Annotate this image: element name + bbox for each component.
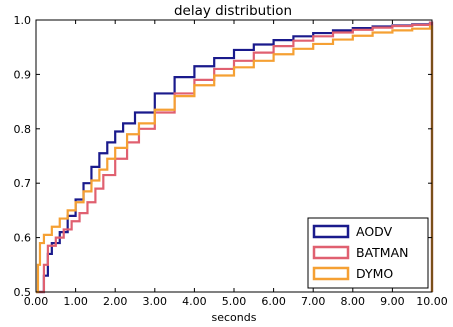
- x-tick-label: 4.00: [182, 295, 207, 308]
- y-tick-label: 0.5: [14, 286, 32, 299]
- legend-swatch-aodv: [312, 224, 350, 239]
- x-tick-label: 6.00: [261, 295, 286, 308]
- legend-swatch-dymo: [312, 266, 350, 281]
- y-tick-label: 1.0: [14, 14, 32, 27]
- y-axis: 0.5 0.6 0.7 0.8 0.9 1.0: [14, 14, 432, 299]
- x-tick-label: 7.00: [301, 295, 326, 308]
- legend-swatch-batman: [312, 245, 350, 260]
- series-line-aodv: [36, 21, 434, 294]
- legend-label-batman: BATMAN: [356, 245, 408, 260]
- chart-title: delay distribution: [174, 3, 292, 19]
- x-tick-label: 1.00: [63, 295, 88, 308]
- x-tick-label: 10.00: [416, 295, 448, 308]
- x-tick-label: 0.00: [24, 295, 49, 308]
- y-tick-label: 0.8: [14, 123, 32, 136]
- series-line-dymo: [36, 25, 434, 294]
- x-tick-label: 9.00: [380, 295, 405, 308]
- x-tick-label: 2.00: [103, 295, 128, 308]
- legend: AODV BATMAN DYMO: [307, 217, 429, 289]
- y-tick-label: 0.7: [14, 177, 32, 190]
- plot-lines: [36, 21, 434, 294]
- y-tick-label: 0.6: [14, 232, 32, 245]
- y-tick-label: 0.9: [14, 68, 32, 81]
- legend-label-dymo: DYMO: [356, 266, 393, 281]
- legend-box: [307, 217, 429, 289]
- x-tick-label: 5.00: [222, 295, 247, 308]
- x-axis-label: seconds: [212, 311, 257, 324]
- x-tick-label: 3.00: [143, 295, 168, 308]
- x-axis: 0.00 1.00 2.00 3.00 4.00 5.00 6.00 7.00 8.00 9.00…: [24, 20, 448, 308]
- legend-label-aodv: AODV: [356, 224, 393, 239]
- x-tick-label: 8.00: [341, 295, 366, 308]
